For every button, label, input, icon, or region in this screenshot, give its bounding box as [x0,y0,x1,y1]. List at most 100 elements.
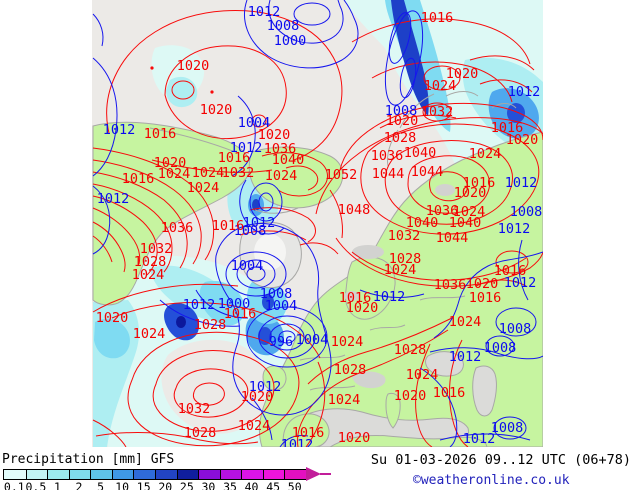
pressure-label: 1004 [265,298,298,314]
pressure-labels: 1012100810001004101210121012101210081012… [96,4,543,447]
pressure-label: 1024 [469,146,502,162]
scale-value: 1 [53,480,61,490]
pressure-label: 1008 [385,103,418,119]
copyright-link[interactable]: ©weatheronline.co.uk [413,473,570,488]
pressure-label: 1012 [463,431,496,447]
pressure-label: 1012 [508,84,541,100]
pressure-label: 1032 [222,165,255,181]
pressure-label: 1016 [212,218,245,234]
pressure-label: 1012 [281,437,314,447]
pressure-label: 1016 [122,171,155,187]
pressure-label: 1036 [426,203,459,219]
pressure-label: 1052 [325,167,358,183]
pressure-label: 1048 [338,202,371,218]
pressure-label: 1028 [194,317,227,333]
pressure-label: 1016 [339,290,372,306]
scale-value: 35 [223,480,237,490]
scale-value: 40 [244,480,259,490]
scale-color-box [47,470,69,479]
scale-value: 2 [75,480,83,490]
pressure-label: 1028 [134,254,167,270]
pressure-label: 1028 [334,362,367,378]
pressure-label: 1032 [388,228,421,244]
pressure-label: 1008 [260,286,293,302]
pressure-label: 1016 [463,175,496,191]
pressure-label: 1044 [372,166,405,182]
scale-value: 0.5 [25,480,47,490]
pressure-label: 1000 [218,296,251,312]
pressure-label: 1020 [96,310,129,326]
pressure-label: 1028 [394,342,427,358]
pressure-label: 1012 [373,289,406,305]
pressure-label: 1016 [218,150,251,166]
pressure-label: 1020 [466,276,499,292]
scale-color-box [111,470,134,479]
pressure-label: 1028 [389,251,422,267]
pressure-label: 1020 [506,132,539,148]
pressure-label: 1020 [258,127,291,143]
pressure-label: 1012 [183,297,216,313]
scale-value: 5 [97,480,105,490]
pressure-label: 1040 [406,215,439,231]
pressure-label: 1012 [504,275,537,291]
pressure-label: 1024 [192,165,225,181]
scale-value: 15 [136,480,151,490]
pressure-label: 1024 [328,392,361,408]
pressure-label: 1020 [446,66,479,82]
scale-color-box [154,470,177,479]
pressure-label: 1012 [498,221,531,237]
scale-color-box [198,470,220,479]
pressure-label: 1024 [449,314,482,330]
pressure-label: 1000 [274,33,307,49]
pressure-label: 1040 [404,145,437,161]
scale-value: 30 [201,480,216,490]
pressure-label: 1028 [184,425,217,441]
pressure-label: 1044 [411,164,444,180]
pressure-label: 1036 [434,277,467,293]
scale-color-box [176,470,199,479]
pressure-label: 1036 [161,220,194,236]
pressure-label: 1044 [436,230,469,246]
pressure-label: 1008 [484,340,517,356]
pressure-label: 1024 [158,166,191,182]
scale-value: 45 [266,480,281,490]
pressure-label: 1016 [494,263,527,279]
scale-color-box [25,470,48,479]
pressure-label: 1008 [491,420,524,436]
pressure-label: 1024 [453,204,486,220]
land-areas [92,121,543,447]
scale-color-box [262,470,285,479]
pressure-label: 1024 [133,326,166,342]
scale-color-box [284,470,306,479]
scale-color-box [241,470,263,479]
pressure-label: 1016 [491,120,524,136]
scale-value: 25 [179,480,194,490]
scale-value: 0.1 [3,480,25,490]
pressure-label: 1020 [346,300,379,316]
pressure-label: 1024 [331,334,364,350]
pressure-label: 996 [269,334,293,350]
pressure-label: 1012 [505,175,538,191]
scale-color-box [219,470,242,479]
coastlines [149,91,517,391]
scale-color-box [90,470,112,479]
pressure-label: 1012 [97,191,130,207]
pressure-label: 1020 [177,58,210,74]
isobars-blue [92,0,543,447]
legend-title: Precipitation [mm] GFS [2,452,175,467]
pressure-label: 1004 [231,258,264,274]
pressure-label: 1020 [454,185,487,201]
pressure-label: 1036 [371,148,404,164]
precipitation-scale: 0.1 0.5 1 2 5 10 15 20 25 30 35 40 45 50 [3,467,333,490]
pressure-label: 1016 [433,385,466,401]
pressure-label: 1024 [187,180,220,196]
pressure-label: 1024 [424,78,457,94]
pressure-label: 1024 [406,367,439,383]
pressure-label: 1036 [264,141,297,157]
scale-value-labels: 0.1 0.5 1 2 5 10 15 20 25 30 35 40 45 50 [3,480,333,490]
scale-color-box [4,470,26,479]
pressure-label: 1024 [265,168,298,184]
pressure-label: 1016 [224,306,257,322]
pressure-label: 1008 [234,223,267,239]
scale-color-box [133,470,155,479]
